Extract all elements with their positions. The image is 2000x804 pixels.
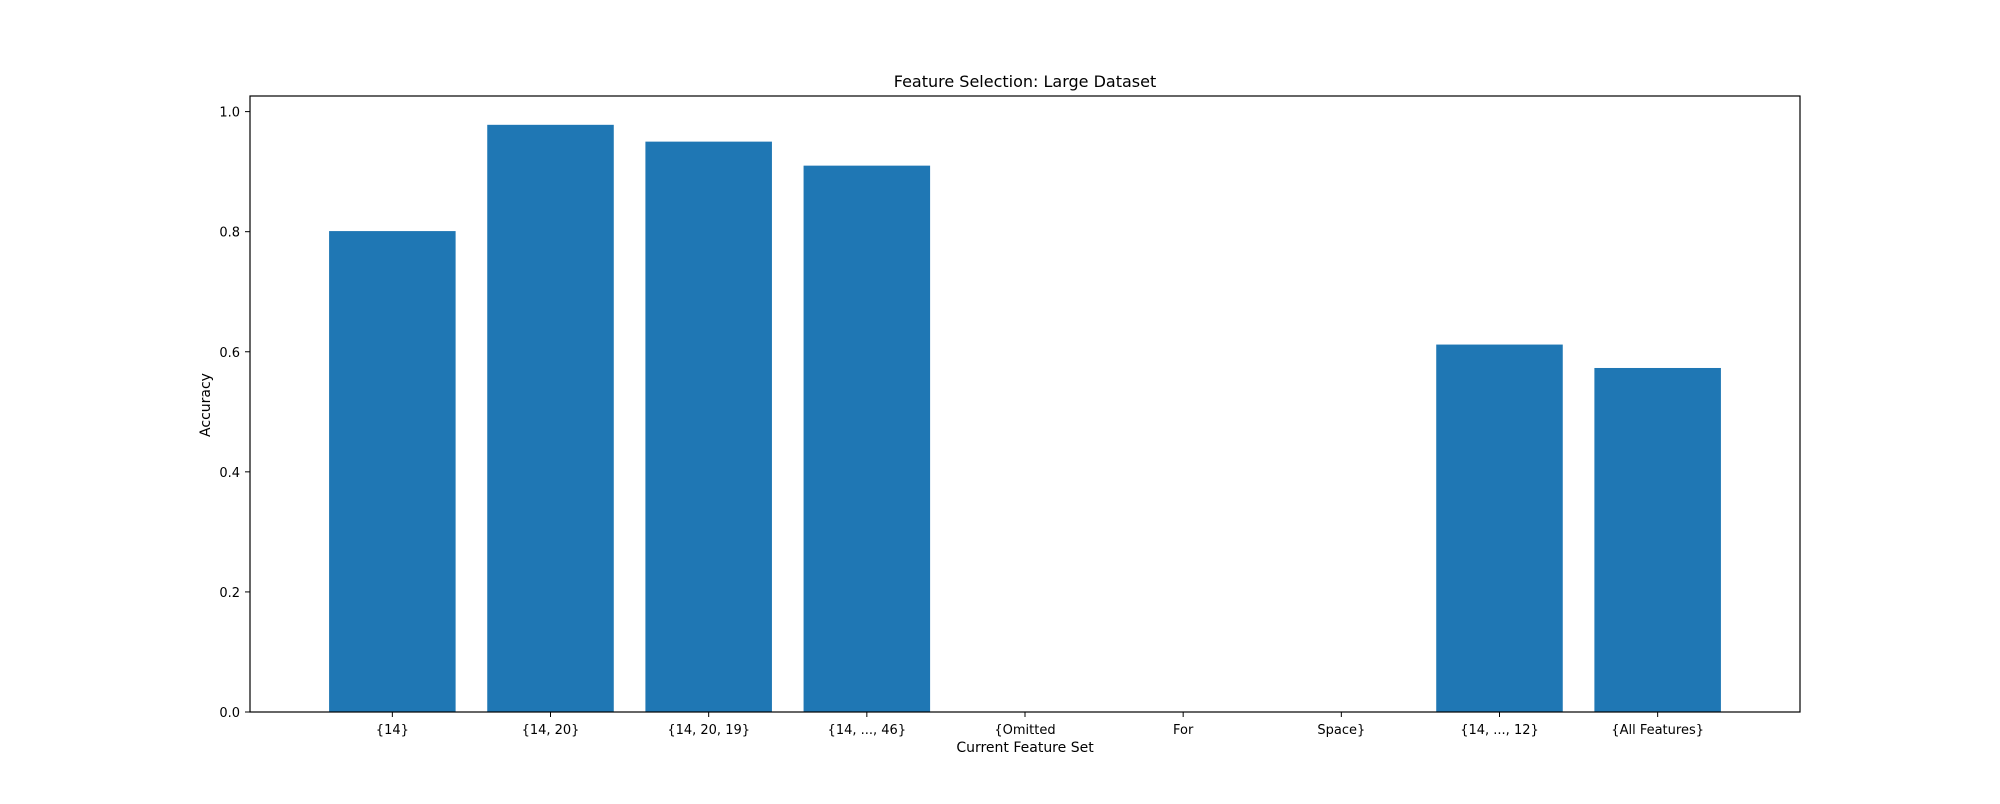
x-tick-label: {All Features} <box>1611 723 1704 738</box>
y-tick-label: 0.0 <box>219 706 240 721</box>
bar-7 <box>1436 344 1563 712</box>
x-axis-label: Current Feature Set <box>956 740 1094 756</box>
y-ticks-layer: 0.0 0.2 0.4 0.6 0.8 1.0 <box>219 106 250 721</box>
y-tick-label: 0.8 <box>219 226 240 241</box>
plot-frame <box>249 95 1801 713</box>
bar-1 <box>487 124 614 712</box>
x-tick-label: {14, ..., 46} <box>828 723 907 738</box>
x-tick-label: {14, ..., 12} <box>1460 723 1539 738</box>
x-tick-label: Space} <box>1317 723 1365 738</box>
bar-0 <box>329 231 456 713</box>
y-tick-label: 0.4 <box>219 466 240 481</box>
chart-title: Feature Selection: Large Dataset <box>894 72 1157 91</box>
x-tick-label: {Omitted <box>994 723 1055 738</box>
x-tick-label: {14} <box>376 723 409 738</box>
bar-2 <box>645 141 772 712</box>
y-tick-label: 0.6 <box>219 346 240 361</box>
y-tick-label: 0.2 <box>219 586 240 601</box>
y-axis-label: Accuracy <box>198 373 214 437</box>
x-tick-label: {14, 20} <box>522 723 580 738</box>
x-ticks-layer: {14} {14, 20} {14, 20, 19} {14, ..., 46} {Om… <box>376 712 1704 738</box>
bar-3 <box>803 165 931 713</box>
x-tick-label: For <box>1173 723 1194 738</box>
x-tick-label: {14, 20, 19} <box>667 723 750 738</box>
bar-8 <box>1594 367 1721 712</box>
bars-layer <box>329 124 1721 713</box>
y-tick-label: 1.0 <box>219 106 240 121</box>
